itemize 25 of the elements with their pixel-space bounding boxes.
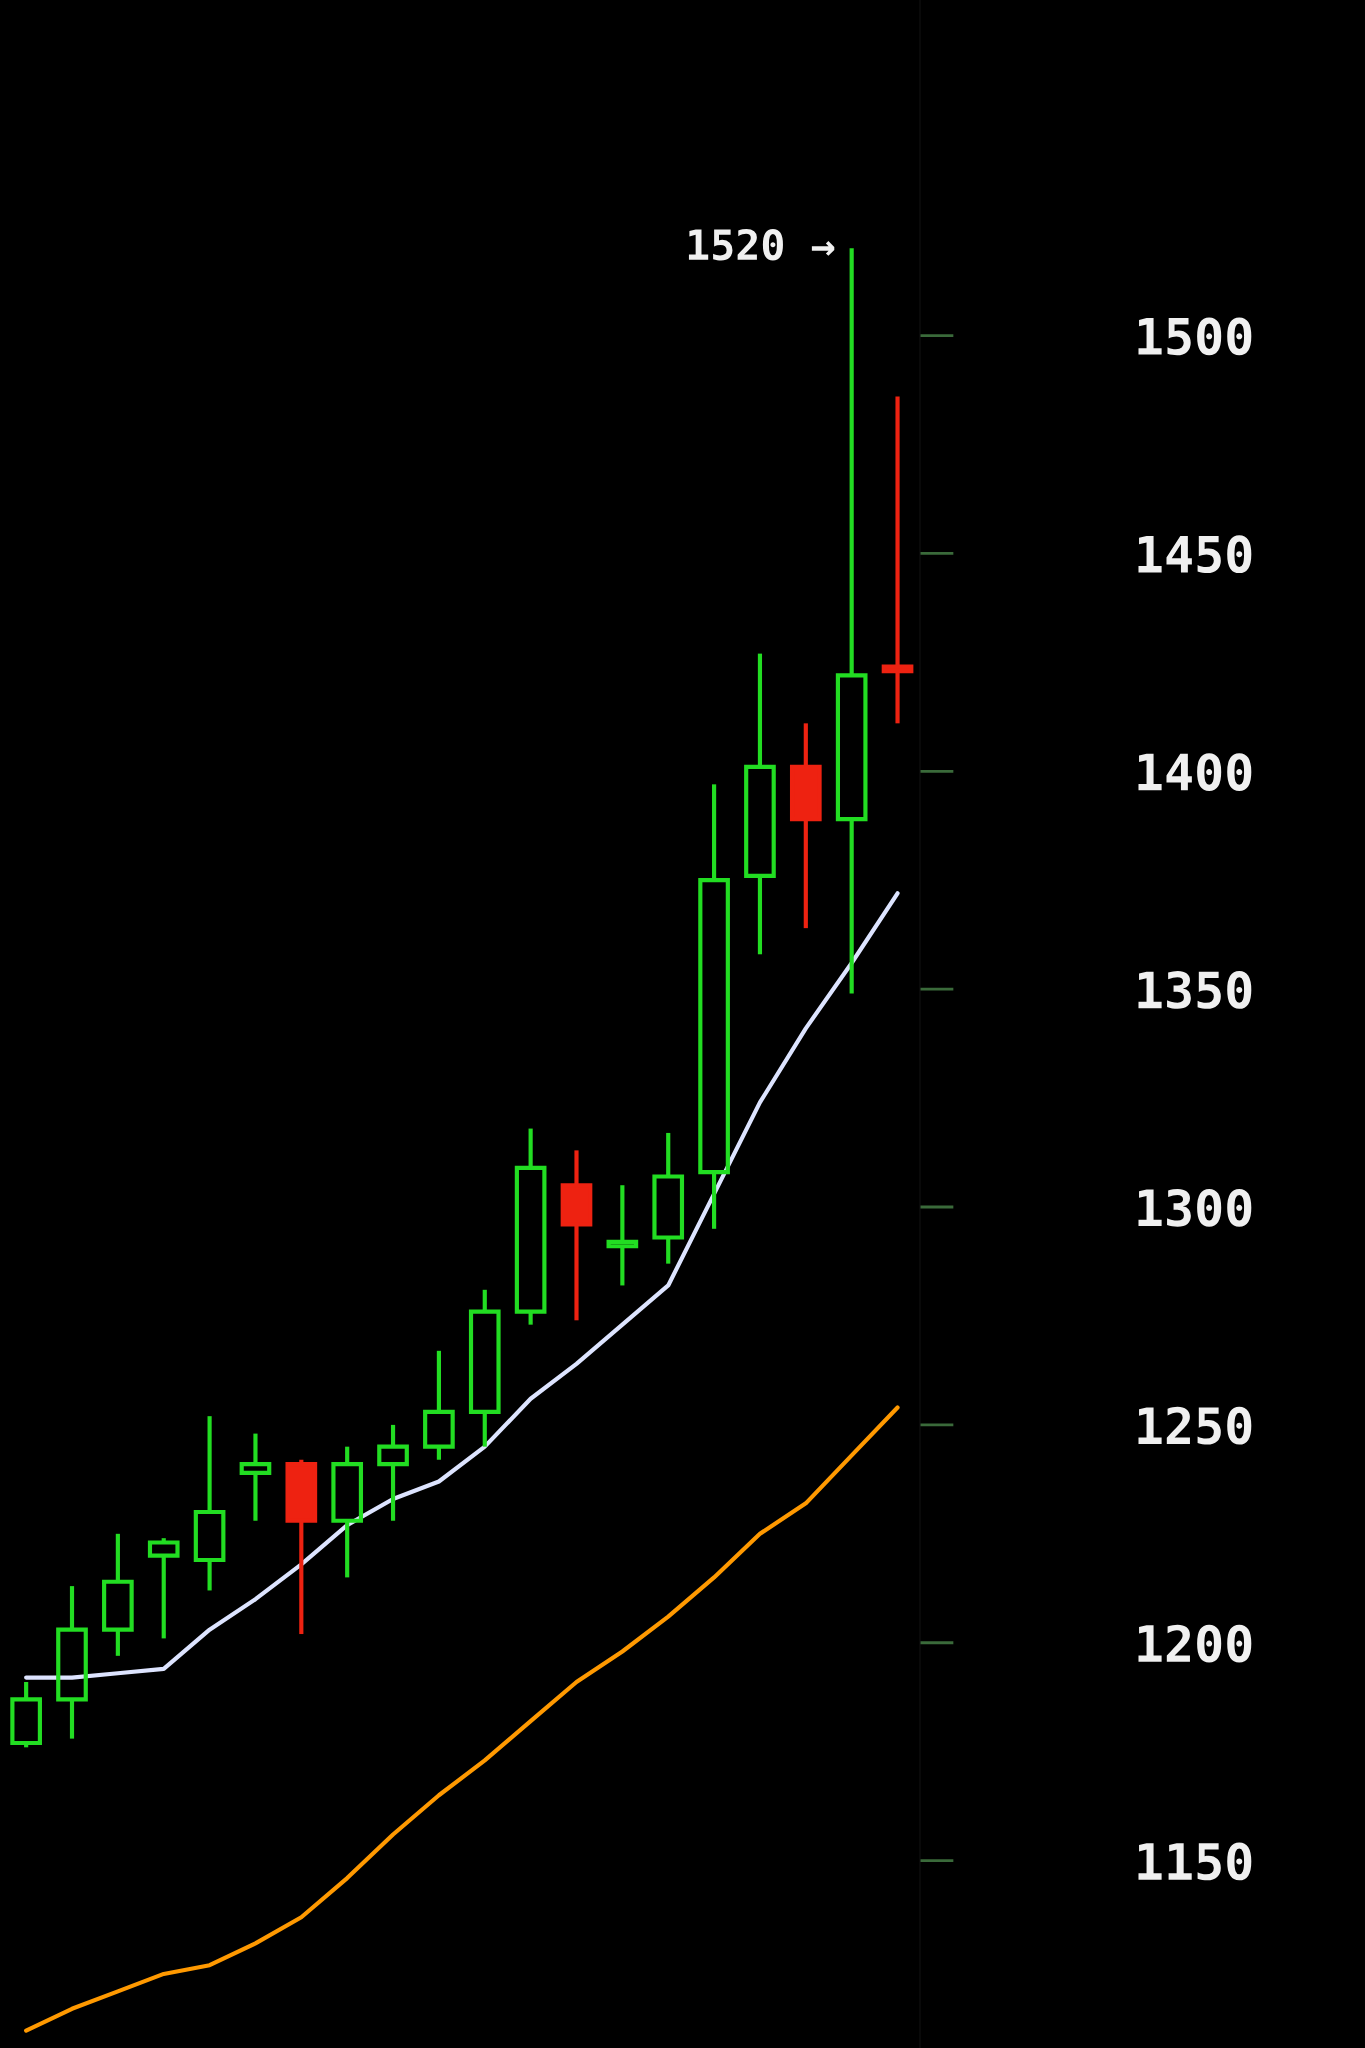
y-tick-label: 1500 bbox=[1138, 317, 1252, 356]
candlestick bbox=[606, 1185, 639, 1286]
candlestick bbox=[652, 1132, 685, 1264]
candlestick bbox=[744, 653, 776, 955]
candlestick bbox=[56, 1586, 88, 1739]
candlestick bbox=[193, 1416, 226, 1591]
y-tick-label: 1150 bbox=[1138, 1842, 1252, 1881]
candlestick bbox=[560, 1150, 593, 1321]
candlestick bbox=[881, 396, 914, 724]
line-series bbox=[24, 891, 900, 1680]
y-tick-label: 1350 bbox=[1138, 971, 1252, 1009]
candlestick bbox=[102, 1533, 134, 1656]
candlestick bbox=[789, 723, 822, 929]
y-tick-label: 1400 bbox=[1138, 753, 1252, 791]
y-tick-label: 1250 bbox=[1138, 1406, 1252, 1445]
y-tick-label: 1200 bbox=[1138, 1624, 1252, 1663]
candlestick bbox=[239, 1433, 272, 1521]
line-series bbox=[24, 1405, 900, 2033]
candlestick bbox=[377, 1424, 409, 1521]
y-tick-label: 1450 bbox=[1138, 535, 1252, 574]
y-tick-label: 1300 bbox=[1138, 1188, 1252, 1227]
candlestick bbox=[468, 1289, 501, 1447]
candlestick bbox=[835, 248, 868, 994]
candlestick bbox=[698, 784, 730, 1229]
annotation: 1520 → bbox=[688, 228, 835, 261]
